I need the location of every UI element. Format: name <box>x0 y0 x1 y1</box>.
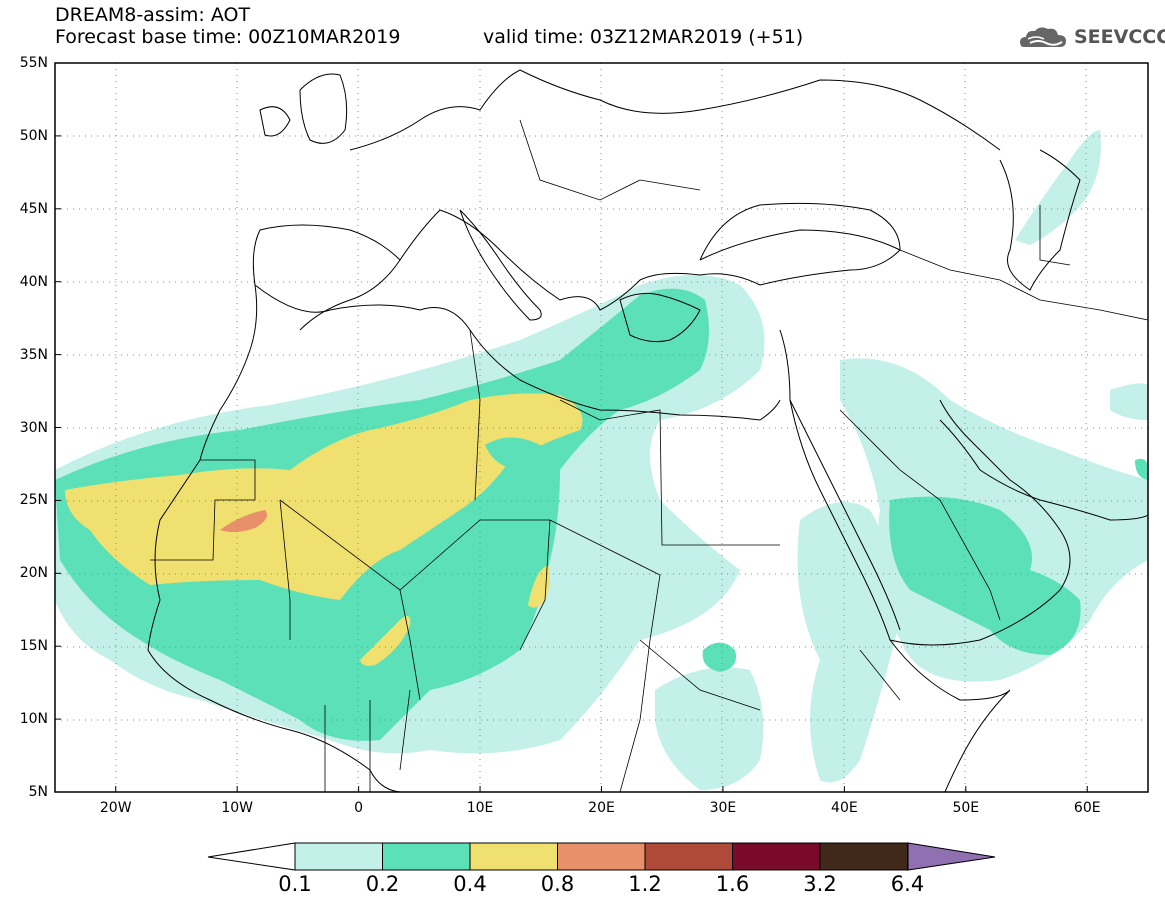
colorbar-segment <box>644 842 733 871</box>
coastlines <box>147 69 1148 792</box>
map-grid <box>55 63 1148 792</box>
colorbar-label: 1.6 <box>715 872 750 896</box>
lat-label: 25N <box>19 492 48 509</box>
lon-label: 10E <box>466 800 494 816</box>
forecast-base-time: Forecast base time: 00Z10MAR2019 <box>55 26 401 48</box>
colorbar-segment <box>732 842 821 871</box>
colorbar-label: 3.2 <box>803 872 837 896</box>
lat-label: 15N <box>19 638 48 655</box>
lat-label: 5N <box>28 784 48 800</box>
logo-text: SEEVCCC <box>1074 26 1165 48</box>
lat-label: 45N <box>19 200 48 217</box>
colorbar-upper-arrow <box>907 842 996 871</box>
colorbar-segment <box>557 842 646 871</box>
lat-label: 10N <box>19 711 48 728</box>
lat-label: 55N <box>19 55 48 71</box>
colorbar-label: 1.2 <box>628 872 662 896</box>
colorbar-lower-arrow <box>207 842 296 871</box>
colorbar <box>207 842 996 871</box>
aot-contour-0.8 <box>220 510 268 533</box>
axis-ticks <box>55 62 1088 793</box>
lat-label: 20N <box>19 565 48 582</box>
cloud-logo-icon <box>1020 27 1066 47</box>
lon-label: 10W <box>221 800 253 816</box>
colorbar-label: 0.1 <box>278 872 312 896</box>
colorbar-label: 0.2 <box>365 872 400 896</box>
map-title: DREAM8-assim: AOT <box>55 4 251 26</box>
lon-label: 40E <box>831 800 858 816</box>
lon-label: 20W <box>99 800 132 816</box>
lon-label: 60E <box>1073 800 1101 816</box>
colorbar-label: 0.4 <box>453 872 487 896</box>
lat-label: 40N <box>19 273 48 290</box>
lon-label: 30E <box>709 800 737 816</box>
lon-label: 20E <box>588 800 615 816</box>
lat-label: 50N <box>19 127 48 144</box>
colorbar-segment <box>382 842 471 871</box>
colorbar-segment <box>819 842 908 871</box>
country-borders <box>150 119 1148 792</box>
colorbar-label: 0.8 <box>540 872 575 896</box>
colorbar-segment <box>294 842 383 871</box>
lon-label: 0 <box>354 800 364 816</box>
lat-label: 30N <box>19 419 48 436</box>
valid-time: valid time: 03Z12MAR2019 (+51) <box>483 26 804 48</box>
aot-contour-0.4 <box>65 393 583 666</box>
colorbar-segment <box>469 842 558 871</box>
lon-label: 50E <box>952 800 980 816</box>
colorbar-label: 6.4 <box>890 872 925 896</box>
lat-label: 35N <box>19 346 48 363</box>
